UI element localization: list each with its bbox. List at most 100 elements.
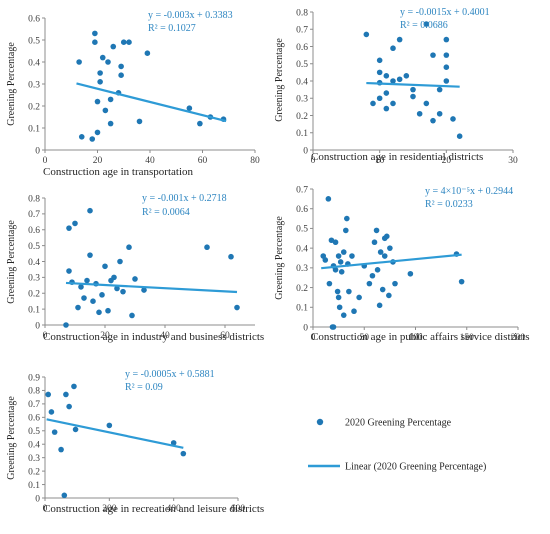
- chart-3-trendline: [321, 253, 462, 270]
- chart-0-x-tick-label: 80: [250, 156, 260, 166]
- chart-2-data-point: [129, 312, 135, 319]
- chart-1-y-tick-label: 0.4: [296, 77, 308, 87]
- chart-4-data-point: [72, 426, 79, 433]
- legend-scatter-label: 2020 Greening Percentage: [345, 418, 452, 429]
- chart-4-y-tick-label: 0.2: [28, 467, 40, 477]
- chart-0-data-point: [118, 63, 124, 70]
- chart-3-data-point: [369, 272, 376, 279]
- chart-4-y-tick-label: 0: [35, 494, 40, 504]
- chart-3-x-tick-label: 200: [511, 333, 526, 343]
- chart-1-y-tick-label: 0.1: [296, 129, 308, 139]
- chart-3-data-point: [337, 259, 344, 265]
- chart-3-y-tick-label: 0.4: [296, 244, 308, 254]
- chart-3-y-tick-label: 0.7: [296, 185, 308, 195]
- chart-1-data-point: [376, 57, 383, 64]
- chart-0-y-tick-label: 0.1: [28, 124, 40, 134]
- chart-1-data-point: [390, 100, 396, 107]
- chart-2-data-point: [141, 287, 147, 293]
- chart-1-data-point: [383, 73, 390, 79]
- chart-transportation: 0 0.1 0.2 0.3 0.4 0.5 0.6 0 20 40 60 80 Construction…: [6, 10, 260, 178]
- chart-4-y-tick-label: 0.9: [28, 373, 40, 383]
- chart-0-data-point: [92, 30, 98, 37]
- chart-2-data-point: [228, 253, 234, 260]
- chart-1-x-axis-label: Construction age in residential district…: [311, 151, 483, 163]
- chart-0-data-point: [144, 50, 151, 56]
- chart-3-y-tick-label: 0: [303, 323, 308, 333]
- chart-0-data-point: [110, 43, 117, 50]
- chart-3-x-tick-label: 0: [311, 333, 316, 343]
- chart-0-r-squared: R² = 0.1027: [148, 23, 196, 34]
- chart-4-data-point: [106, 422, 113, 429]
- chart-0-trendline: [76, 82, 227, 123]
- chart-4-trendline: [46, 418, 184, 449]
- chart-3-data-point: [332, 267, 339, 273]
- chart-3-y-tick-label: 0.3: [296, 264, 308, 274]
- chart-1-y-tick-label: 0.2: [296, 112, 308, 122]
- chart-2-data-point: [66, 268, 72, 274]
- chart-2-data-point: [63, 322, 69, 328]
- chart-1-data-point: [390, 78, 396, 84]
- chart-0-y-tick-label: 0: [35, 146, 40, 156]
- chart-0-y-tick-label: 0.2: [28, 102, 40, 112]
- chart-3-data-point: [334, 288, 341, 295]
- chart-0-x-axis-label: Construction age in transportation: [43, 166, 193, 178]
- chart-2-data-point: [78, 284, 84, 290]
- chart-2-y-tick-label: 0.6: [28, 226, 40, 236]
- chart-1-data-point: [410, 93, 416, 100]
- chart-1-y-axis-label: Greening Percentage: [274, 38, 285, 122]
- chart-3-data-point: [387, 245, 393, 251]
- chart-1-data-point: [450, 116, 456, 122]
- chart-2-x-tick-label: 40: [160, 331, 170, 341]
- chart-3-data-point: [366, 280, 373, 287]
- chart-1-data-point: [436, 110, 443, 117]
- chart-1-data-point: [403, 73, 410, 79]
- chart-2-data-point: [72, 220, 78, 227]
- chart-1-data-point: [376, 69, 383, 76]
- chart-0-data-point: [78, 134, 85, 140]
- chart-3-data-point: [340, 312, 347, 318]
- chart-2-trendline: [65, 281, 238, 294]
- chart-4-x-tick-label: 200: [102, 504, 117, 514]
- chart-3-data-point: [407, 270, 414, 277]
- chart-4-y-tick-label: 0.8: [28, 387, 40, 397]
- chart-1-y-tick-label: 0: [303, 146, 308, 156]
- chart-1-x-tick-label: 10: [375, 156, 385, 166]
- chart-3-data-point: [346, 288, 352, 295]
- chart-3-data-point: [376, 302, 383, 309]
- chart-2-data-point: [117, 258, 123, 265]
- chart-0-data-point: [105, 59, 111, 65]
- chart-0-x-tick-label: 40: [145, 156, 155, 166]
- chart-2-x-tick-label: 60: [220, 331, 230, 341]
- chart-3-data-point: [343, 227, 349, 234]
- chart-2-x-axis-label: Construction age in industry and busines…: [43, 331, 264, 343]
- chart-2-data-point: [105, 307, 111, 314]
- chart-4-x-axis-label: Construction age in recreation and leisu…: [43, 503, 264, 515]
- chart-3-data-point: [335, 294, 342, 301]
- chart-0-y-tick-label: 0.4: [28, 58, 40, 68]
- chart-4-y-axis-label: Greening Percentage: [6, 396, 17, 480]
- chart-4-y-tick-label: 0.7: [28, 400, 40, 410]
- chart-2-x-tick-label: 20: [100, 331, 110, 341]
- chart-2-regression-equation: y = -0.001x + 0.2718: [142, 193, 227, 204]
- chart-4-data-point: [63, 391, 69, 398]
- chart-4-y-tick-label: 0.5: [28, 427, 40, 437]
- chart-2-data-point: [102, 263, 108, 270]
- chart-1-data-point: [390, 45, 396, 52]
- chart-3-data-point: [325, 196, 332, 202]
- chart-2-data-point: [84, 277, 90, 284]
- chart-1-data-point: [423, 21, 430, 27]
- chart-1-data-point: [423, 100, 430, 107]
- chart-3-data-point: [371, 239, 378, 246]
- chart-0-data-point: [136, 118, 143, 125]
- chart-3-y-axis-label: Greening Percentage: [274, 216, 285, 300]
- chart-3-data-point: [356, 294, 362, 301]
- chart-1-data-point: [443, 52, 450, 58]
- chart-4-y-tick-label: 0.3: [28, 454, 40, 464]
- chart-3-x-tick-label: 150: [460, 333, 475, 343]
- chart-1-data-point: [416, 110, 423, 117]
- chart-0-data-point: [76, 59, 82, 65]
- chart-3-data-point: [377, 249, 384, 255]
- chart-3-r-squared: R² = 0.0233: [425, 199, 473, 210]
- chart-1-data-point: [430, 117, 436, 124]
